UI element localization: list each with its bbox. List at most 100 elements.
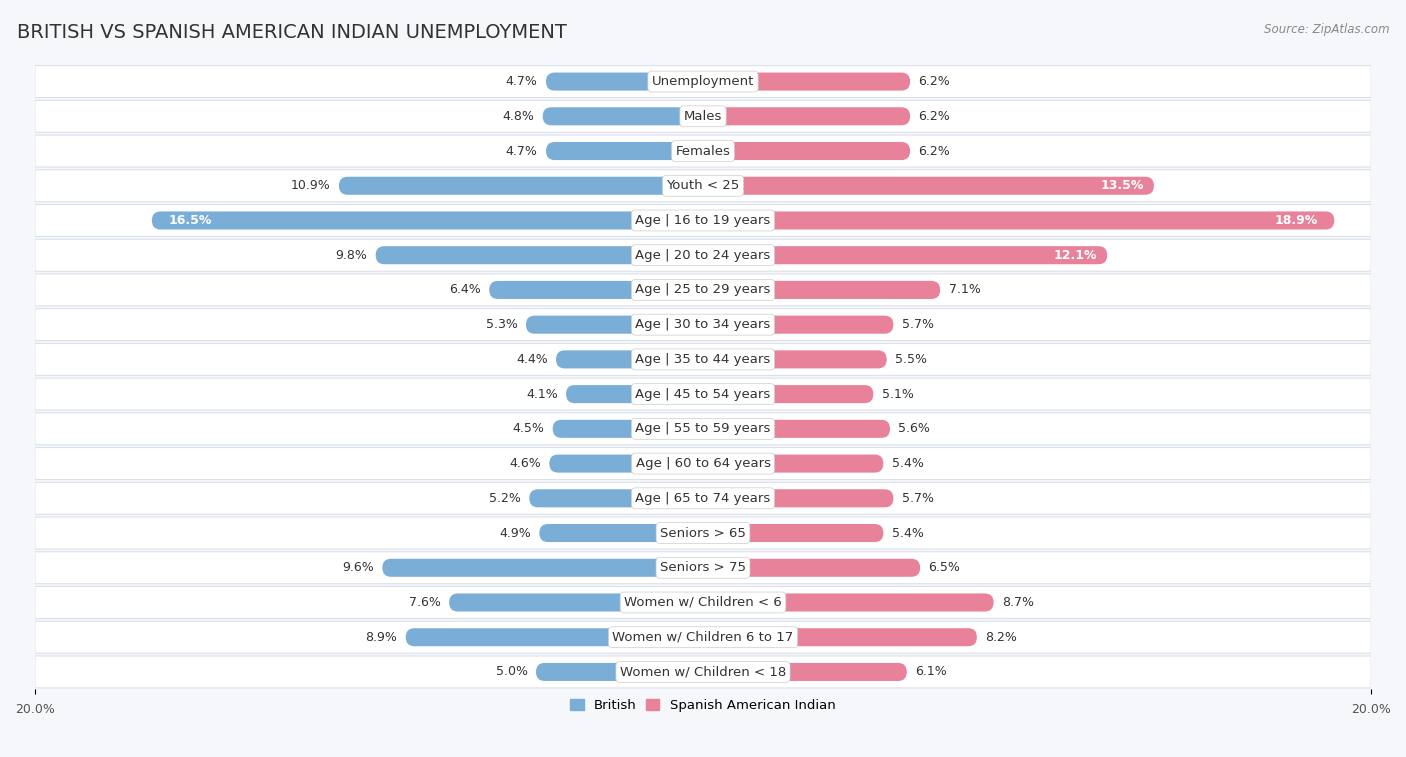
FancyBboxPatch shape <box>489 281 703 299</box>
Text: Age | 35 to 44 years: Age | 35 to 44 years <box>636 353 770 366</box>
Text: 4.8%: 4.8% <box>502 110 534 123</box>
Text: Women w/ Children < 18: Women w/ Children < 18 <box>620 665 786 678</box>
FancyBboxPatch shape <box>703 246 1107 264</box>
Text: 6.5%: 6.5% <box>928 561 960 575</box>
Text: 6.2%: 6.2% <box>918 75 950 88</box>
FancyBboxPatch shape <box>703 593 994 612</box>
FancyBboxPatch shape <box>703 350 887 369</box>
FancyBboxPatch shape <box>35 621 1371 653</box>
Text: Age | 55 to 59 years: Age | 55 to 59 years <box>636 422 770 435</box>
FancyBboxPatch shape <box>35 378 1371 410</box>
Text: 4.7%: 4.7% <box>506 75 537 88</box>
FancyBboxPatch shape <box>152 211 703 229</box>
Text: 8.9%: 8.9% <box>366 631 398 643</box>
FancyBboxPatch shape <box>703 211 1334 229</box>
FancyBboxPatch shape <box>526 316 703 334</box>
Text: Age | 20 to 24 years: Age | 20 to 24 years <box>636 249 770 262</box>
FancyBboxPatch shape <box>536 663 703 681</box>
FancyBboxPatch shape <box>375 246 703 264</box>
Text: Males: Males <box>683 110 723 123</box>
Text: Females: Females <box>675 145 731 157</box>
Text: 6.1%: 6.1% <box>915 665 946 678</box>
FancyBboxPatch shape <box>703 385 873 403</box>
Text: 5.3%: 5.3% <box>485 318 517 331</box>
Text: Age | 60 to 64 years: Age | 60 to 64 years <box>636 457 770 470</box>
Text: 4.6%: 4.6% <box>509 457 541 470</box>
FancyBboxPatch shape <box>35 447 1371 479</box>
Text: Age | 30 to 34 years: Age | 30 to 34 years <box>636 318 770 331</box>
FancyBboxPatch shape <box>35 482 1371 514</box>
Text: 5.4%: 5.4% <box>891 457 924 470</box>
Legend: British, Spanish American Indian: British, Spanish American Indian <box>565 693 841 717</box>
FancyBboxPatch shape <box>703 489 893 507</box>
Text: 4.5%: 4.5% <box>512 422 544 435</box>
Text: 5.6%: 5.6% <box>898 422 931 435</box>
FancyBboxPatch shape <box>529 489 703 507</box>
Text: 7.1%: 7.1% <box>949 283 980 297</box>
FancyBboxPatch shape <box>35 344 1371 375</box>
Text: 5.4%: 5.4% <box>891 527 924 540</box>
Text: 4.1%: 4.1% <box>526 388 558 400</box>
Text: 5.2%: 5.2% <box>489 492 522 505</box>
FancyBboxPatch shape <box>703 316 893 334</box>
FancyBboxPatch shape <box>35 656 1371 688</box>
Text: 6.2%: 6.2% <box>918 110 950 123</box>
FancyBboxPatch shape <box>35 135 1371 167</box>
Text: Youth < 25: Youth < 25 <box>666 179 740 192</box>
Text: 10.9%: 10.9% <box>291 179 330 192</box>
Text: 7.6%: 7.6% <box>409 596 441 609</box>
Text: Seniors > 75: Seniors > 75 <box>659 561 747 575</box>
Text: 5.5%: 5.5% <box>896 353 927 366</box>
FancyBboxPatch shape <box>35 517 1371 549</box>
FancyBboxPatch shape <box>543 107 703 126</box>
FancyBboxPatch shape <box>546 142 703 160</box>
FancyBboxPatch shape <box>553 420 703 438</box>
Text: 5.7%: 5.7% <box>901 318 934 331</box>
Text: Age | 16 to 19 years: Age | 16 to 19 years <box>636 214 770 227</box>
FancyBboxPatch shape <box>339 176 703 195</box>
Text: 9.8%: 9.8% <box>336 249 367 262</box>
Text: 5.7%: 5.7% <box>901 492 934 505</box>
FancyBboxPatch shape <box>35 170 1371 201</box>
Text: 18.9%: 18.9% <box>1274 214 1317 227</box>
FancyBboxPatch shape <box>35 413 1371 445</box>
Text: Age | 25 to 29 years: Age | 25 to 29 years <box>636 283 770 297</box>
Text: 4.4%: 4.4% <box>516 353 548 366</box>
Text: Seniors > 65: Seniors > 65 <box>659 527 747 540</box>
Text: Women w/ Children < 6: Women w/ Children < 6 <box>624 596 782 609</box>
Text: 6.4%: 6.4% <box>449 283 481 297</box>
FancyBboxPatch shape <box>703 176 1154 195</box>
FancyBboxPatch shape <box>540 524 703 542</box>
FancyBboxPatch shape <box>35 204 1371 236</box>
FancyBboxPatch shape <box>35 66 1371 98</box>
Text: Source: ZipAtlas.com: Source: ZipAtlas.com <box>1264 23 1389 36</box>
FancyBboxPatch shape <box>703 559 920 577</box>
FancyBboxPatch shape <box>703 628 977 646</box>
Text: 8.2%: 8.2% <box>986 631 1017 643</box>
FancyBboxPatch shape <box>35 587 1371 618</box>
FancyBboxPatch shape <box>703 524 883 542</box>
FancyBboxPatch shape <box>703 281 941 299</box>
Text: 5.1%: 5.1% <box>882 388 914 400</box>
Text: 12.1%: 12.1% <box>1053 249 1097 262</box>
FancyBboxPatch shape <box>35 101 1371 132</box>
FancyBboxPatch shape <box>703 454 883 472</box>
Text: 5.0%: 5.0% <box>496 665 527 678</box>
FancyBboxPatch shape <box>382 559 703 577</box>
FancyBboxPatch shape <box>567 385 703 403</box>
Text: 4.9%: 4.9% <box>499 527 531 540</box>
FancyBboxPatch shape <box>35 274 1371 306</box>
FancyBboxPatch shape <box>406 628 703 646</box>
Text: 16.5%: 16.5% <box>169 214 212 227</box>
FancyBboxPatch shape <box>703 107 910 126</box>
FancyBboxPatch shape <box>35 552 1371 584</box>
FancyBboxPatch shape <box>703 663 907 681</box>
FancyBboxPatch shape <box>703 73 910 91</box>
Text: 8.7%: 8.7% <box>1002 596 1033 609</box>
Text: 9.6%: 9.6% <box>342 561 374 575</box>
Text: 6.2%: 6.2% <box>918 145 950 157</box>
FancyBboxPatch shape <box>546 73 703 91</box>
Text: Women w/ Children 6 to 17: Women w/ Children 6 to 17 <box>613 631 793 643</box>
Text: 4.7%: 4.7% <box>506 145 537 157</box>
FancyBboxPatch shape <box>703 142 910 160</box>
